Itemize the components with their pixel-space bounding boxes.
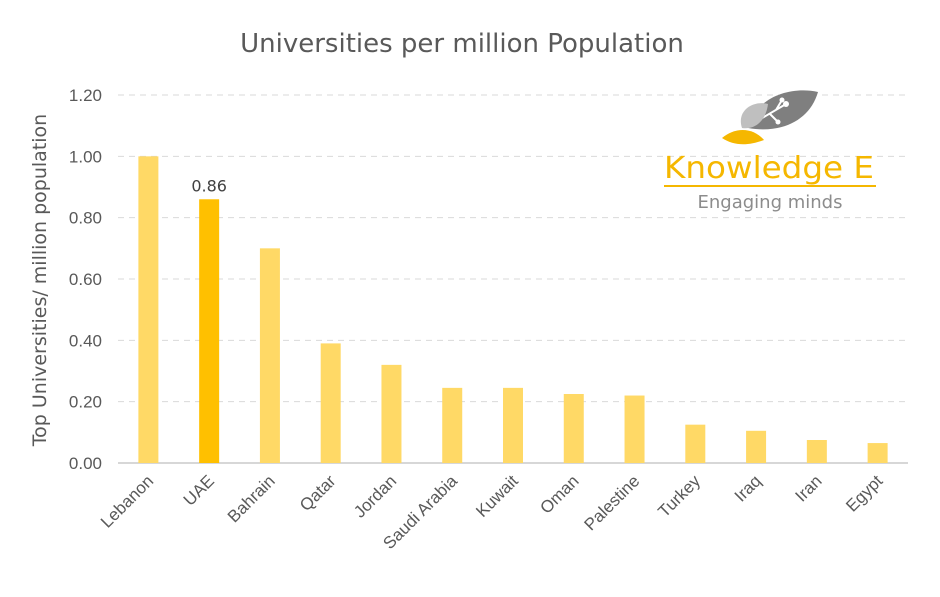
- x-tick-label: Egypt: [842, 471, 886, 515]
- bar-kuwait: [503, 387, 523, 463]
- bar-oman: [563, 394, 584, 463]
- y-tick-label: 1.20: [69, 86, 102, 105]
- chart-title: Universities per million Population: [240, 29, 684, 59]
- brand-name: Knowledge E: [664, 151, 874, 186]
- bar-turkey: [685, 424, 706, 463]
- circuit-node-icon: [783, 101, 789, 107]
- x-tick-label: Qatar: [296, 471, 340, 515]
- brand-tagline: Engaging minds: [698, 192, 843, 213]
- data-label: 0.86: [191, 176, 227, 195]
- bar-lebanon: [138, 156, 159, 464]
- y-tick-label: 0.40: [69, 331, 102, 350]
- bars: [138, 156, 888, 464]
- bar-iran: [806, 440, 827, 463]
- y-tick-label: 0.00: [69, 454, 102, 473]
- knowledge-e-logo: Knowledge E Engaging minds: [664, 90, 876, 213]
- bar-uae: [199, 199, 220, 463]
- y-tick-label: 1.00: [69, 147, 102, 166]
- y-axis-title: Top Universities/ million population: [29, 114, 51, 447]
- circuit-node-icon: [779, 97, 785, 103]
- bar-jordan: [381, 364, 402, 463]
- bar-iraq: [746, 430, 767, 463]
- x-tick-label: Jordan: [350, 471, 400, 521]
- x-tick-label: Iraq: [731, 471, 765, 505]
- circuit-node-icon: [775, 119, 781, 125]
- bar-egypt: [867, 443, 888, 463]
- light-leaf-icon: [740, 103, 768, 129]
- x-tick-label: Lebanon: [97, 471, 157, 531]
- x-tick-label: Oman: [536, 471, 582, 517]
- bar-saudi-arabia: [442, 387, 463, 463]
- x-tick-label: Kuwait: [472, 471, 522, 521]
- dark-leaf-icon: [748, 90, 818, 130]
- x-tick-label: Iran: [792, 471, 826, 505]
- yellow-leaf-icon: [722, 129, 764, 145]
- x-tick-label: Turkey: [654, 471, 704, 521]
- bar-qatar: [320, 343, 341, 463]
- y-tick-label: 0.80: [69, 209, 102, 228]
- x-tick-label: Bahrain: [224, 471, 279, 526]
- bar-bahrain: [259, 248, 280, 463]
- x-tick-label: UAE: [180, 471, 218, 509]
- bar-palestine: [624, 395, 645, 463]
- y-tick-label: 0.20: [69, 393, 102, 412]
- y-tick-label: 0.60: [69, 270, 102, 289]
- x-tick-label: Palestine: [580, 471, 643, 534]
